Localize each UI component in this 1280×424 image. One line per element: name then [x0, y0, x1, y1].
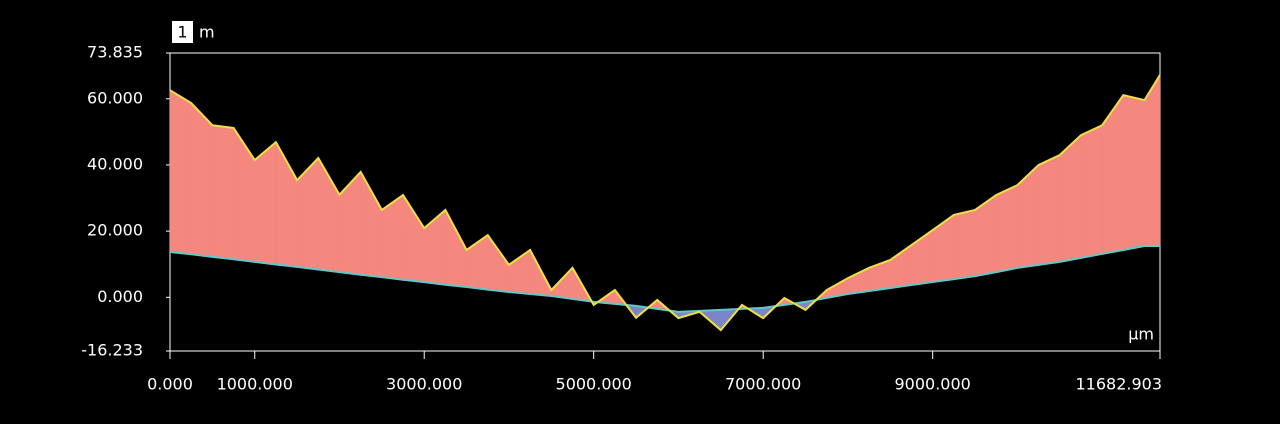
- fill-between: [423, 209, 446, 286]
- fill-between: [296, 157, 319, 270]
- fill-between: [1038, 154, 1061, 266]
- fill-between: [212, 124, 234, 260]
- profile-line: [169, 74, 1161, 332]
- fill-between: [339, 171, 361, 276]
- fill-between: [445, 209, 467, 288]
- fill-between: [254, 141, 277, 265]
- fill-between: [1017, 164, 1039, 269]
- y-tick-label: -16.233: [81, 341, 143, 360]
- fill-between: [953, 209, 976, 280]
- fill-between: [402, 194, 425, 283]
- x-tick-label: 9000.000: [894, 375, 970, 394]
- fill-between: [847, 267, 870, 295]
- fill-between: [932, 214, 955, 283]
- x-tick-label: 3000.000: [386, 375, 462, 394]
- fill-between: [1059, 134, 1082, 263]
- fill-between: [169, 89, 192, 255]
- y-tick-label: 60.000: [87, 88, 143, 107]
- fill-between: [360, 170, 383, 278]
- badge: 1: [177, 23, 187, 42]
- fill-between: [1080, 124, 1103, 259]
- fill-between: [233, 127, 255, 263]
- fill-between: [1144, 74, 1161, 247]
- x-tick-label: 11682.903: [1075, 375, 1162, 394]
- y-tick-label: 40.000: [87, 154, 143, 173]
- x-tick-label: 0.000: [147, 375, 193, 394]
- y-tick-label: 0.000: [97, 287, 143, 306]
- x-tick-label: 1000.000: [217, 375, 293, 394]
- y-tick-label: 20.000: [87, 221, 143, 240]
- fill-between: [487, 234, 510, 293]
- fill-between: [995, 184, 1018, 273]
- x-unit: µm: [1128, 325, 1154, 344]
- fill-between: [1101, 94, 1124, 255]
- x-tick-label: 5000.000: [556, 375, 632, 394]
- fill-between: [190, 102, 213, 258]
- unit-label: m: [199, 23, 215, 42]
- fill-between: [1123, 94, 1145, 251]
- x-tick-label: 7000.000: [725, 375, 801, 394]
- y-tick-label: 73.835: [87, 43, 143, 62]
- badge-box: [172, 21, 193, 43]
- profile-line: [169, 245, 1160, 313]
